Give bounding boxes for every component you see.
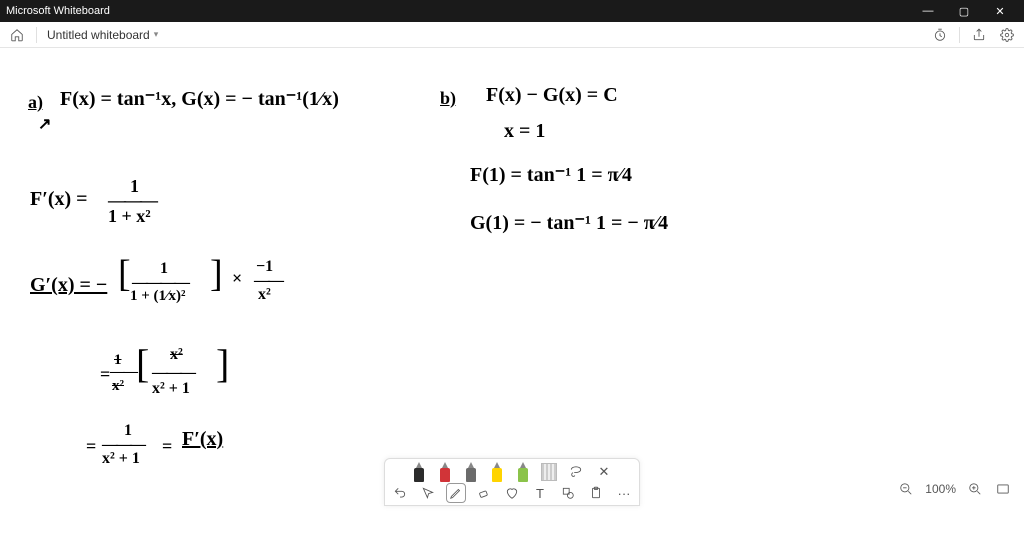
ink-step2-br-num: x² [170,346,183,364]
fit-screen-icon[interactable] [994,480,1012,498]
ink-step3-eq2: = [162,436,172,457]
lasso-icon[interactable] [567,463,585,481]
ink-arrow: ↗ [38,114,51,134]
close-toolbox-icon[interactable]: ✕ [595,463,613,481]
whiteboard-canvas[interactable]: a) F(x) = tan⁻¹x, G(x) = − tan⁻¹(1⁄x) ↗ … [0,48,1024,506]
toolbar-divider [959,27,960,43]
close-button[interactable]: ✕ [982,5,1018,18]
text-icon[interactable]: T [531,484,549,502]
app-toolbar: Untitled whiteboard ▾ [0,22,1024,48]
highlighter-green[interactable] [515,462,531,482]
ink-rbracket2: ] [216,340,229,387]
home-icon[interactable] [8,26,26,44]
minimize-button[interactable]: — [910,5,946,17]
ink-step3-rhs: F′(x) [182,428,223,451]
pen-row: ✕ [391,462,633,482]
highlighter-yellow[interactable] [489,462,505,482]
ink-b-line2: x = 1 [504,120,545,143]
undo-icon[interactable] [391,484,409,502]
ink-fprime-lhs: F′(x) = [30,188,88,211]
ink-lbracket1: [ [118,252,131,296]
pen-red[interactable] [437,462,453,482]
window-titlebar: Microsoft Whiteboard — ▢ ✕ [0,0,1024,22]
timer-icon[interactable] [931,26,949,44]
ink-lbracket2: [ [136,340,149,387]
paste-icon[interactable] [587,484,605,502]
ink-fprime-den: 1 + x² [108,206,151,227]
toolbar-divider [36,27,37,43]
zoom-out-icon[interactable] [897,480,915,498]
ink-b-line1: F(x) − G(x) = C [486,84,618,107]
ink-gprime-br-den: 1 + (1⁄x)² [130,288,186,305]
cursor-icon[interactable] [419,484,437,502]
document-title-text: Untitled whiteboard [47,28,150,42]
pen-gray[interactable] [463,462,479,482]
ink-gprime-lhs: G′(x) = − [30,274,107,297]
document-title[interactable]: Untitled whiteboard ▾ [47,28,158,42]
zoom-in-icon[interactable] [966,480,984,498]
settings-icon[interactable] [998,26,1016,44]
zoom-level: 100% [925,482,956,496]
more-icon[interactable]: ··· [615,484,633,502]
ink-icon[interactable] [447,484,465,502]
ink-label-a: a) [28,92,43,113]
share-icon[interactable] [970,26,988,44]
ink-gprime-rhs-den: x² [258,286,271,304]
heart-icon[interactable] [503,484,521,502]
eraser-icon[interactable] [475,484,493,502]
ink-b-line3: F(1) = tan⁻¹ 1 = π⁄4 [470,162,632,187]
ink-gprime-times: × [232,268,242,289]
inking-toolbar: ✕ T ··· [384,458,640,506]
shapes-icon[interactable] [559,484,577,502]
ink-rbracket1: ] [210,252,223,296]
maximize-button[interactable]: ▢ [946,5,982,18]
ink-step3-den: x² + 1 [102,450,140,468]
ink-label-b: b) [440,88,456,109]
app-title: Microsoft Whiteboard [6,5,910,17]
pen-black[interactable] [411,462,427,482]
ink-step2-eq: = [100,364,110,385]
ink-step2-a-den: x² [112,378,124,395]
action-row: T ··· [391,484,633,502]
zoom-controls: 100% [897,480,1012,498]
chevron-down-icon: ▾ [154,29,159,40]
ink-step3-eq: = [86,436,96,457]
ink-b-line4: G(1) = − tan⁻¹ 1 = − π⁄4 [470,210,668,235]
ink-step2-br-den: x² + 1 [152,380,190,398]
ink-a-definitions: F(x) = tan⁻¹x, G(x) = − tan⁻¹(1⁄x) [60,86,339,111]
ruler-tool[interactable] [541,463,557,481]
